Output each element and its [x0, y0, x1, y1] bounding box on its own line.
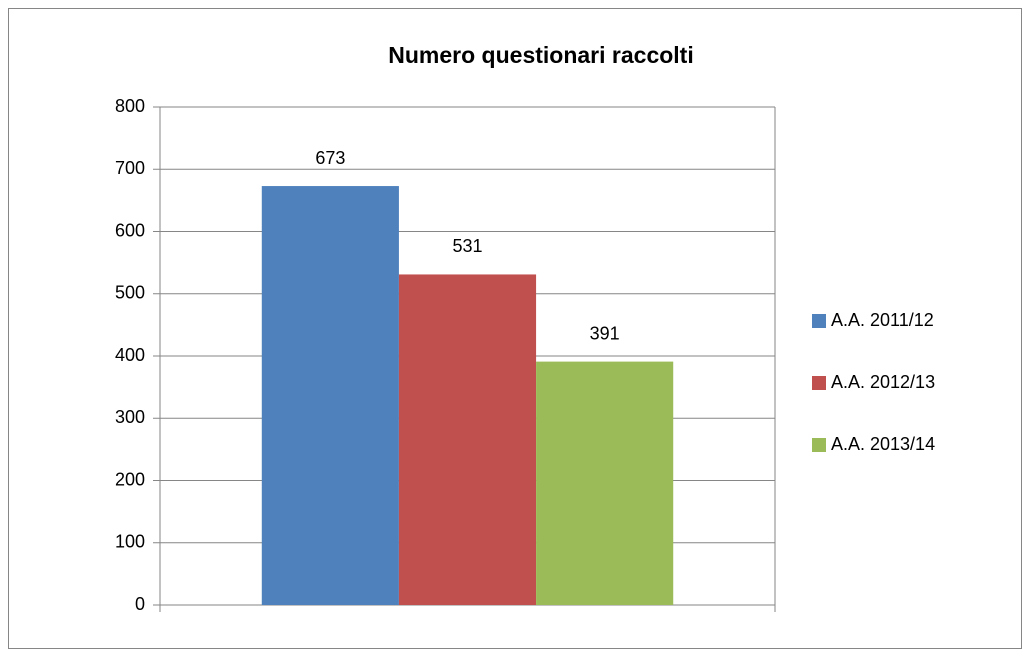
y-tick-label: 0: [135, 594, 145, 614]
bar: [398, 274, 537, 605]
y-tick-label: 300: [115, 407, 145, 427]
legend-label: A.A. 2011/12: [831, 310, 934, 330]
bar: [536, 361, 674, 605]
legend-swatch: [812, 314, 826, 328]
y-tick-label: 800: [115, 96, 145, 116]
data-label: 391: [590, 323, 620, 343]
data-label: 531: [452, 236, 482, 256]
y-tick-label: 700: [115, 158, 145, 178]
bar: [261, 186, 399, 605]
data-label: 673: [315, 148, 345, 168]
chart-title: Numero questionari raccolti: [388, 42, 693, 68]
y-tick-label: 500: [115, 283, 145, 303]
legend-swatch: [812, 438, 826, 452]
legend-label: A.A. 2012/13: [831, 372, 935, 392]
y-tick-label: 200: [115, 469, 145, 489]
y-tick-label: 100: [115, 532, 145, 552]
y-tick-label: 600: [115, 220, 145, 240]
legend-swatch: [812, 376, 826, 390]
legend-label: A.A. 2013/14: [831, 434, 935, 454]
y-tick-label: 400: [115, 345, 145, 365]
